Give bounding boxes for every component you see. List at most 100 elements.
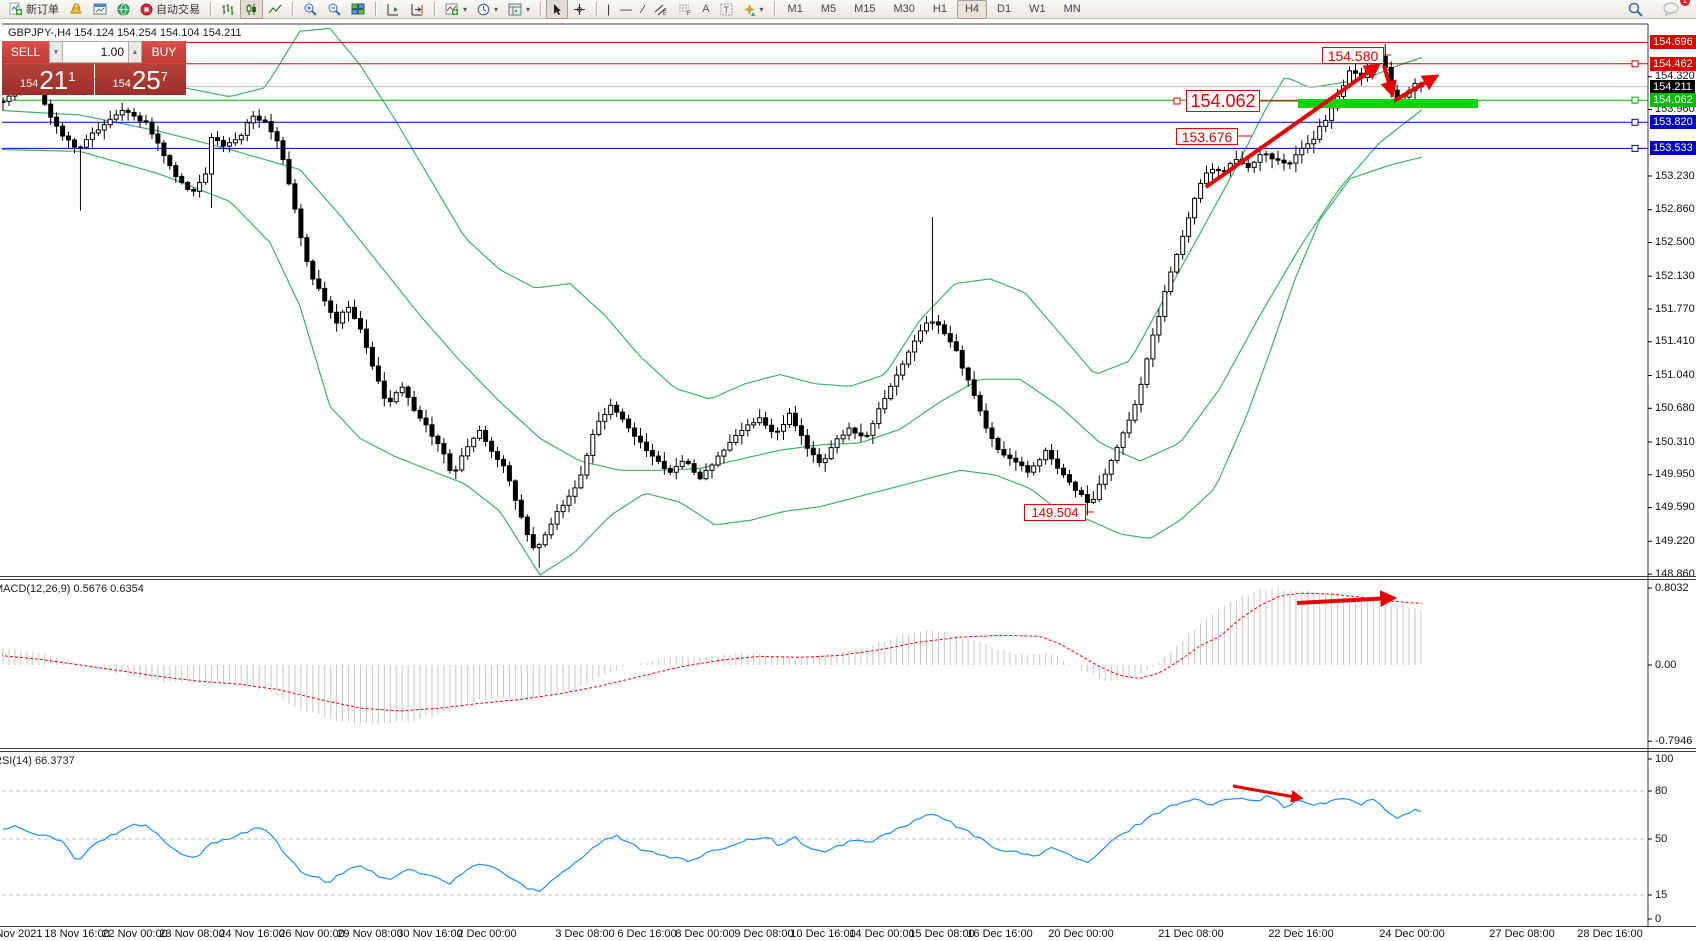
timeframe-M1[interactable]: M1 [787,3,803,15]
rsi-tick-15: 15 [1655,888,1668,901]
indicators-dropdown-arrow[interactable]: ▾ [463,4,468,14]
chart-autoscroll-button[interactable] [381,0,405,19]
buy-button[interactable]: BUY [142,41,186,63]
hline-handle-154.462[interactable] [1631,60,1639,68]
bollinger-upper-band [2,27,1423,400]
time-tick: 3 Dec 08:00 [555,928,615,940]
volume-down-stepper[interactable]: ▼ [49,41,63,63]
timeframe-M30[interactable]: M30 [893,3,915,15]
toolbar-separator [773,2,775,16]
time-tick: 14 Dec 00:00 [849,928,915,940]
pullback-down-arrow[interactable] [1380,65,1397,98]
price-tick-151.040: 151.040 [1655,369,1695,381]
trendline-tool[interactable]: ∕ [642,2,645,16]
bid-pips: 21 [39,65,69,95]
timeframe-M5[interactable]: M5 [820,3,837,15]
search-button[interactable] [1623,0,1648,19]
ask-big-figure: 154 [112,78,131,90]
volume-input[interactable] [63,41,128,63]
chart-shift-icon [411,3,423,15]
annotation-label-153.676[interactable]: 153.676 [1176,128,1238,145]
equidistant-channel-tool[interactable]: E [649,0,673,19]
annotation-label-154.580[interactable]: 154.580 [1322,47,1384,64]
candlestick-mode-button[interactable] [240,0,263,19]
hline-handle-153.533[interactable] [1631,144,1639,152]
timeframe-M15[interactable]: M15 [854,3,876,15]
macd-momentum-arrow[interactable] [1296,590,1398,608]
continuation-up-arrow[interactable] [1392,74,1440,103]
zoom-in-button[interactable] [298,0,322,19]
templates-dropdown-arrow[interactable]: ▾ [526,4,531,14]
price-badge-154.696: 154.696 [1650,35,1696,50]
sell-button[interactable]: SELL [2,41,49,63]
annotation-label-154.062[interactable]: 154.062 [1186,90,1260,112]
timeframe-H1[interactable]: H1 [932,3,947,15]
time-tick: 29 Nov 08:00 [337,928,403,940]
rsi-line [2,795,1422,893]
hline-handle-153.82[interactable] [1631,118,1639,126]
macd-histogram [2,587,1422,725]
horizontal-line-tool[interactable]: — [620,2,633,16]
chart-shift-button[interactable] [405,0,429,19]
time-tick: 27 Dec 08:00 [1489,928,1555,940]
price-tick-149.590: 149.590 [1655,501,1695,514]
periods-button[interactable]: ▾ [472,0,503,19]
support-zone-rect[interactable] [1298,99,1478,108]
candlestick-icon [246,3,256,15]
zoom-out-button[interactable] [322,0,346,19]
crosshair-tool-button[interactable] [568,0,591,19]
notifications-button[interactable]: 1 [1658,0,1690,19]
templates-button[interactable]: ▾ [503,0,535,19]
trend-up-arrow[interactable] [1204,63,1382,189]
new-order-button[interactable]: 新订单 [4,0,64,19]
timeframe-D1[interactable]: D1 [997,3,1012,15]
line-chart-mode-button[interactable] [263,0,287,19]
volume-up-stepper[interactable]: ▲ [128,41,142,63]
toolbar-separator [210,2,211,16]
channel-icon: E [654,4,667,16]
time-tick: 24 Nov 16:00 [219,928,285,940]
vertical-line-tool[interactable]: | [607,2,611,16]
rsi-down-arrow[interactable] [1232,784,1304,803]
rsi-tick-50: 50 [1655,832,1668,845]
fibonacci-tool[interactable]: F [673,0,697,19]
macd-signal-line [2,592,1423,712]
macd-panel [2,587,1423,725]
time-tick: 18 Nov 16:00 [44,928,110,940]
price-tick-153.230: 153.230 [1655,169,1695,182]
deposit-button[interactable] [64,0,88,19]
indicators-button[interactable]: ▾ [440,0,472,19]
price-tick-152.130: 152.130 [1655,269,1695,282]
toolbar-separator [375,2,376,16]
bid-price-panel[interactable]: 154 21 1 [2,64,94,95]
ask-price-panel[interactable]: 154 25 7 [94,64,186,95]
new-order-label: 新订单 [26,4,59,16]
chat-bubble-icon [1663,2,1679,16]
price-badge-153.820: 153.820 [1650,115,1696,130]
time-tick: 10 Dec 16:00 [790,928,856,940]
bar-chart-mode-button[interactable] [216,0,240,19]
bollinger-lower-band [2,149,1423,576]
annotation-label-149.504[interactable]: 149.504 [1024,504,1086,521]
arrows-tool[interactable]: ▾ [738,0,769,19]
hline-handle-154.062[interactable] [1631,96,1639,104]
periods-dropdown-arrow[interactable]: ▾ [494,4,499,14]
auto-trading-button[interactable]: 自动交易 [135,0,205,19]
shapes-dropdown-arrow[interactable]: ▾ [759,4,764,14]
timeframe-W1[interactable]: W1 [1029,3,1046,15]
text-label-tool[interactable]: T [715,0,738,19]
tile-windows-button[interactable] [346,0,370,19]
rsi-tick-100: 100 [1655,752,1674,765]
new-chart-button[interactable] [88,0,112,19]
svg-text:F: F [687,11,691,16]
toolbar-separator [540,2,542,16]
toolbar-separator [292,2,293,16]
cursor-tool-button[interactable] [546,0,569,19]
timeframe-H4[interactable]: H4 [956,0,988,19]
macd-tick-0.00: 0.00 [1655,658,1677,671]
community-button[interactable] [112,0,135,19]
text-tool[interactable]: A [702,3,710,15]
timeframe-MN[interactable]: MN [1063,3,1081,15]
